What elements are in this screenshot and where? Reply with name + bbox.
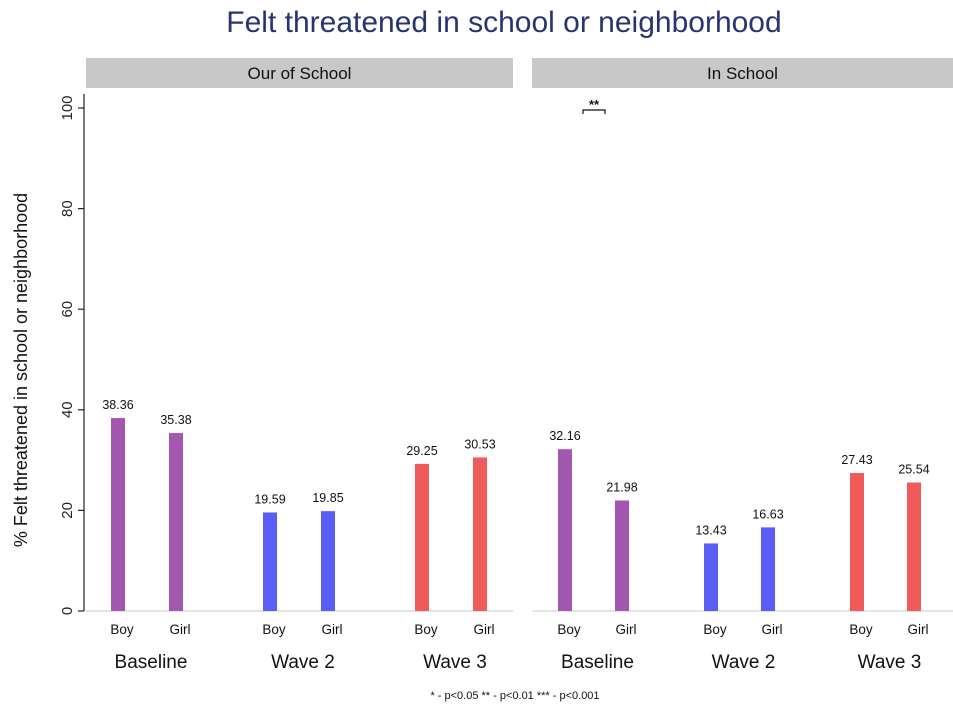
bar-category-label: Girl bbox=[322, 622, 343, 637]
panel-strip-label: Our of School bbox=[248, 64, 352, 83]
bar bbox=[615, 500, 629, 611]
group-label: Baseline bbox=[561, 652, 634, 673]
bar-category-label: Girl bbox=[474, 622, 495, 637]
y-tick-label: 100 bbox=[59, 95, 76, 120]
bar bbox=[263, 512, 277, 611]
group-label: Wave 2 bbox=[712, 652, 776, 673]
significance-footnote: * - p<0.05 ** - p<0.01 *** - p<0.001 bbox=[430, 690, 599, 702]
bar-value-label: 29.25 bbox=[406, 444, 437, 458]
plot-area: 0 20 40 60 80 100 Our of School 38.36 Boy 35.38 Gi… bbox=[59, 58, 953, 673]
y-tick-label: 60 bbox=[59, 301, 76, 318]
bar-value-label: 21.98 bbox=[606, 480, 637, 494]
bar-value-label: 30.53 bbox=[464, 437, 495, 451]
panel-strip bbox=[86, 58, 513, 88]
bar-value-label: 27.43 bbox=[841, 453, 872, 467]
bar bbox=[321, 511, 335, 611]
bar-value-label: 38.36 bbox=[102, 398, 133, 412]
bar-category-label: Girl bbox=[170, 622, 191, 637]
bar-category-label: Boy bbox=[557, 622, 581, 637]
bar-value-label: 16.63 bbox=[752, 507, 783, 521]
significance-bracket bbox=[582, 109, 606, 114]
bar bbox=[850, 473, 864, 611]
bar-value-label: 25.54 bbox=[898, 463, 929, 477]
panel-strip bbox=[532, 58, 953, 88]
bar-category-label: Boy bbox=[262, 622, 286, 637]
panel-strip-label: In School bbox=[707, 64, 778, 83]
bar-category-label: Boy bbox=[703, 622, 727, 637]
bar bbox=[111, 418, 125, 611]
y-tick-label: 80 bbox=[59, 200, 76, 217]
bar-category-label: Girl bbox=[616, 622, 637, 637]
bar bbox=[704, 543, 718, 611]
bar-value-label: 19.85 bbox=[312, 491, 343, 505]
y-tick-label: 40 bbox=[59, 401, 76, 418]
bar bbox=[473, 457, 487, 611]
chart-title: Felt threatened in school or neighborhoo… bbox=[226, 6, 781, 39]
significance-marker: ** bbox=[589, 97, 600, 112]
y-tick-label: 0 bbox=[59, 607, 76, 615]
y-axis-label: % Felt threatened in school or neighborh… bbox=[11, 193, 31, 547]
bar-category-label: Boy bbox=[849, 622, 873, 637]
bar-category-label: Girl bbox=[908, 622, 929, 637]
group-label: Wave 2 bbox=[271, 652, 335, 673]
group-label: Baseline bbox=[115, 652, 188, 673]
bar bbox=[761, 527, 775, 611]
bar-value-label: 35.38 bbox=[160, 413, 191, 427]
bar-category-label: Boy bbox=[110, 622, 134, 637]
bar-value-label: 32.16 bbox=[549, 429, 580, 443]
bar-category-label: Boy bbox=[414, 622, 438, 637]
group-label: Wave 3 bbox=[858, 652, 922, 673]
y-tick-label: 20 bbox=[59, 502, 76, 519]
bar bbox=[415, 463, 429, 611]
bar-value-label: 19.59 bbox=[254, 492, 285, 506]
bar-value-label: 13.43 bbox=[695, 523, 726, 537]
bar bbox=[558, 449, 572, 611]
bar bbox=[907, 482, 921, 611]
bar-category-label: Girl bbox=[762, 622, 783, 637]
group-label: Wave 3 bbox=[423, 652, 487, 673]
bar bbox=[169, 433, 183, 611]
